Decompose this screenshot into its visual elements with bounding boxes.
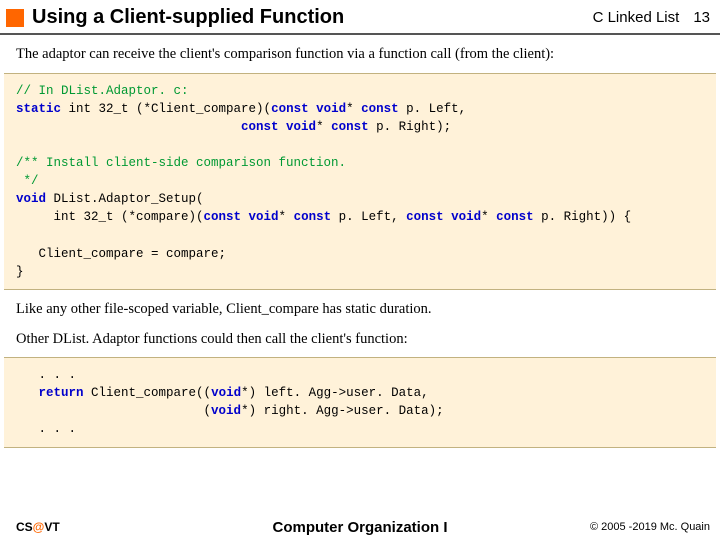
mid-paragraph-2: Other DList. Adaptor functions could the…: [0, 328, 720, 358]
footer-copyright: © 2005 -2019 Mc. Quain: [590, 521, 710, 533]
code-comment: /** Install client-side comparison funct…: [16, 156, 346, 170]
intro-paragraph: The adaptor can receive the client's com…: [0, 35, 720, 73]
footer-left: CS@VT: [16, 520, 60, 534]
slide-header: Using a Client-supplied Function C Linke…: [0, 0, 720, 35]
code-block-2: . . . return Client_compare((void*) left…: [4, 357, 716, 448]
header-right: C Linked List 13: [593, 9, 710, 26]
mid-paragraph-1: Like any other file-scoped variable, Cli…: [0, 290, 720, 328]
course-label: C Linked List: [593, 9, 680, 26]
at-icon: @: [33, 520, 45, 534]
accent-square: [6, 9, 24, 27]
slide-footer: CS@VT Computer Organization I © 2005 -20…: [0, 520, 720, 534]
page-number: 13: [693, 9, 710, 26]
slide-title: Using a Client-supplied Function: [32, 6, 593, 29]
code-block-1: // In DList.Adaptor. c: static int 32_t …: [4, 73, 716, 290]
kw: static: [16, 102, 61, 116]
code-comment: */: [16, 174, 39, 188]
code-comment: // In DList.Adaptor. c:: [16, 84, 189, 98]
footer-center: Computer Organization I: [272, 519, 447, 536]
